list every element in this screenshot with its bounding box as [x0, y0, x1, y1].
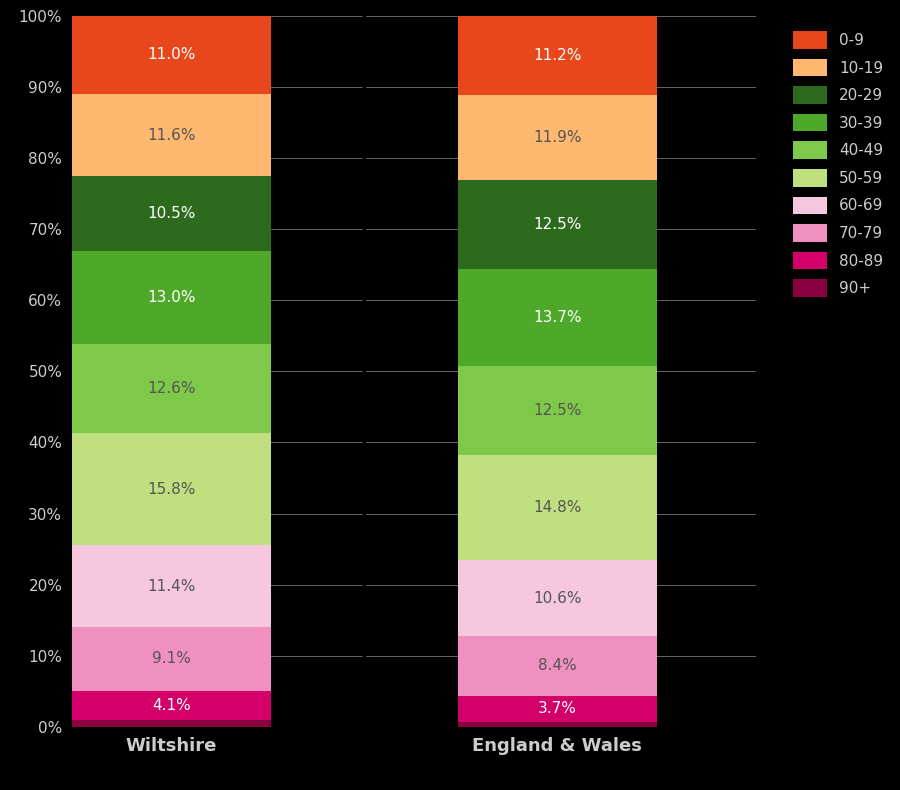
Bar — [458, 269, 657, 367]
Text: 11.9%: 11.9% — [533, 130, 581, 145]
Legend: 0-9, 10-19, 20-29, 30-39, 40-49, 50-59, 60-69, 70-79, 80-89, 90+: 0-9, 10-19, 20-29, 30-39, 40-49, 50-59, … — [786, 24, 891, 305]
Bar — [72, 691, 271, 720]
Text: 14.8%: 14.8% — [533, 500, 581, 515]
Text: 11.6%: 11.6% — [147, 128, 195, 143]
Bar — [72, 344, 271, 433]
Text: 12.6%: 12.6% — [147, 381, 195, 396]
Text: 3.7%: 3.7% — [538, 702, 577, 717]
Bar — [72, 251, 271, 344]
Text: 12.5%: 12.5% — [533, 217, 581, 232]
Bar — [72, 433, 271, 546]
Bar — [458, 96, 657, 180]
Text: 12.5%: 12.5% — [533, 403, 581, 418]
Bar — [458, 695, 657, 722]
Text: 13.7%: 13.7% — [533, 310, 581, 325]
Bar — [458, 16, 657, 96]
Bar — [72, 546, 271, 626]
Text: 15.8%: 15.8% — [147, 482, 195, 497]
Text: 11.4%: 11.4% — [147, 578, 195, 593]
Text: 9.1%: 9.1% — [152, 652, 191, 667]
Bar — [72, 626, 271, 691]
Bar — [458, 455, 657, 560]
Text: 8.4%: 8.4% — [538, 658, 577, 673]
Bar — [72, 16, 271, 94]
Bar — [72, 176, 271, 251]
Text: 11.2%: 11.2% — [533, 48, 581, 63]
Bar — [72, 720, 271, 727]
Bar — [458, 636, 657, 695]
Bar — [458, 722, 657, 727]
Text: 10.5%: 10.5% — [147, 206, 195, 221]
Text: 10.6%: 10.6% — [533, 591, 581, 606]
Bar — [458, 180, 657, 269]
Text: 11.0%: 11.0% — [147, 47, 195, 62]
Bar — [458, 367, 657, 455]
Bar — [72, 94, 271, 176]
Bar — [458, 560, 657, 636]
Text: 13.0%: 13.0% — [147, 290, 195, 305]
Text: 4.1%: 4.1% — [152, 698, 191, 713]
